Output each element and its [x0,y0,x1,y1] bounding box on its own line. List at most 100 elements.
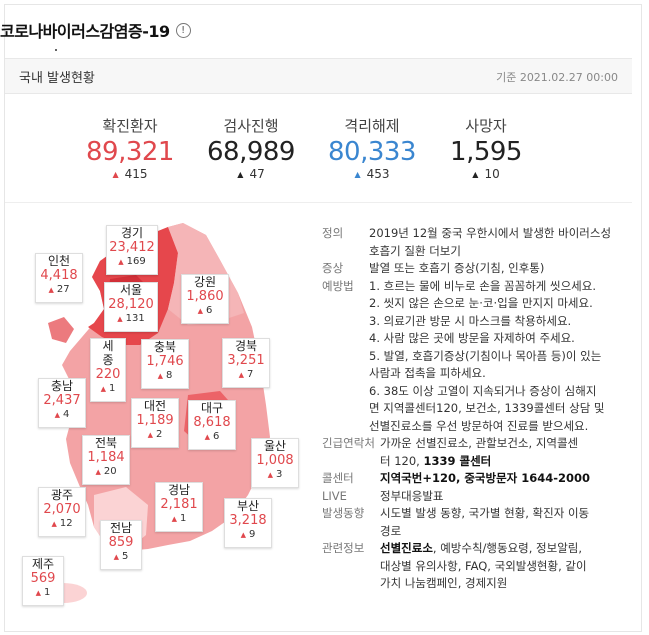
region-delta: ▲ 6 [189,430,235,444]
stat-value: 89,321 [86,137,174,167]
region-delta: ▲ 169 [107,255,157,269]
symptom-row: 증상 발열 또는 호흡기 증상(기침, 인후통) [322,260,628,278]
incheon-island-shape [48,317,74,343]
emergency-text-line[interactable]: 가까운 선별진료소, 관할보건소, 지역콜센 [380,436,579,450]
region-gyeongnam[interactable]: 경남 2,181 ▲ 1 [155,482,203,532]
region-delta-value: 6 [213,431,220,442]
up-triangle-icon: ▲ [238,371,244,379]
related-link[interactable]: 대상별 유의사항, FAQ, 국외발생현황, 같이 [380,558,587,573]
trend-link[interactable]: 시도별 발생 동향, 국가별 현황, 확진자 이동 [380,506,590,520]
prevention-line: 5. 발열, 호흡기증상(기침이나 목아픔 등)이 있는 [369,348,602,363]
related-link[interactable]: 가치 나눔캠페인, 경제지원 [380,576,508,590]
region-name: 전북 [94,436,118,450]
region-delta-value: 169 [126,256,146,267]
region-delta: ▲ 6 [182,304,228,318]
up-triangle-icon: ▲ [35,589,41,597]
callcenter-row: 콜센터 지역국번+120, 중국방문자 1644-2000 [322,470,628,488]
up-triangle-icon: ▲ [267,471,273,479]
region-jeonnam[interactable]: 전남 859 ▲ 5 [100,520,142,570]
related-label: 관련정보 [322,541,365,555]
emergency-label: 긴급연락처 [322,436,375,450]
region-count: 859 [108,535,134,550]
region-ulsan[interactable]: 울산 1,008 ▲ 3 [251,438,299,488]
region-incheon[interactable]: 인천 4,418 ▲ 27 [35,253,83,303]
stat-delta: ▲ 453 [312,167,432,181]
up-triangle-icon: ▲ [171,515,177,523]
region-gyeonggi[interactable]: 경기 23,412 ▲ 169 [106,225,158,275]
up-triangle-icon: ▲ [157,372,163,380]
region-name: 경북 [234,339,258,353]
up-triangle-icon: ▲ [354,170,361,179]
up-triangle-icon: ▲ [118,258,124,266]
region-delta-value: 7 [247,369,254,380]
prevention-line: 4. 사람 많은 곳에 방문을 자제하여 주세요. [369,331,575,345]
region-name: 충북 [153,340,177,354]
region-name: 광주 [50,488,74,502]
related-line: 선별진료소, 예방수칙/행동요령, 정보알림, [380,540,628,558]
up-triangle-icon: ▲ [240,531,246,539]
region-delta: ▲ 1 [156,512,202,526]
region-count: 3,218 [229,513,267,528]
region-gwangju[interactable]: 광주 2,070 ▲ 12 [38,487,86,537]
region-gyeongbuk[interactable]: 경북 3,251 ▲ 7 [222,338,270,388]
section-title: 국내 발생현황 [19,71,95,86]
stat-confirmed[interactable]: 확진환자 89,321 ▲ 415 [70,115,190,181]
region-busan[interactable]: 부산 3,218 ▲ 9 [224,498,272,548]
region-seoul[interactable]: 서울 28,120 ▲ 131 [104,282,158,332]
stat-delta-value: 10 [484,167,500,181]
up-triangle-icon: ▲ [197,307,203,315]
region-name: 세 [102,339,114,353]
stat-testing[interactable]: 검사진행 68,989 ▲ 47 [191,115,311,181]
stat-value: 1,595 [450,137,522,167]
region-name: 경남 [167,483,191,497]
spacer [322,243,369,261]
stat-label: 격리해제 [344,117,400,135]
stat-released[interactable]: 격리해제 80,333 ▲ 453 [312,115,432,181]
region-delta-value: 6 [206,305,213,316]
definition-label: 정의 [322,226,344,240]
stat-value: 68,989 [207,137,295,167]
related-link[interactable]: , 예방수칙/행동요령, 정보알림, [432,541,583,555]
up-triangle-icon: ▲ [54,411,60,419]
stat-label: 검사진행 [223,117,279,135]
emergency-row: 긴급연락처 가까운 선별진료소, 관할보건소, 지역콜센 터 120, 1339… [322,435,628,470]
region-name: 대전 [143,399,167,413]
region-name: 인천 [47,254,71,268]
region-delta-value: 27 [56,284,70,295]
info-icon[interactable]: ! [175,22,191,38]
region-delta: ▲ 4 [39,408,85,422]
region-delta: ▲ 7 [223,368,269,382]
region-delta-value: 4 [63,409,70,420]
region-jeonbuk[interactable]: 전북 1,184 ▲ 20 [82,435,130,485]
page-title[interactable]: 코로나바이러스감염증-19 [0,22,170,41]
region-name: 강원 [193,275,217,289]
region-name: 충남 [50,379,74,393]
region-name: 부산 [236,499,260,513]
up-triangle-icon: ▲ [117,315,123,323]
region-delta-value: 12 [59,518,73,529]
region-delta: ▲ 12 [39,517,85,531]
region-count: 4,418 [40,268,78,283]
region-daegu[interactable]: 대구 8,618 ▲ 6 [188,400,236,450]
region-delta: ▲ 20 [83,465,129,479]
prevention-line: 면 지역콜센터120, 보건소, 1339콜센터 상담 및 [369,401,605,415]
region-name: 경기 [120,226,144,240]
region-gangwon[interactable]: 강원 1,860 ▲ 6 [181,274,229,324]
region-count: 220 [95,367,121,382]
prevention-line: 사람과 접촉을 피하세요. [369,366,486,380]
definition-more-link[interactable]: 더보기 [429,243,461,258]
trend-link[interactable]: 경로 [380,523,402,538]
divider [5,202,632,203]
region-chungbuk[interactable]: 충북 1,746 ▲ 8 [141,339,189,389]
region-daejeon[interactable]: 대전 1,189 ▲ 2 [131,398,179,448]
stat-deaths[interactable]: 사망자 1,595 ▲ 10 [426,115,546,181]
region-jeju[interactable]: 제주 569 ▲ 1 [22,556,64,606]
live-link[interactable]: 정부대응발표 [380,488,444,503]
trend-label: 발생동향 [322,506,365,520]
up-triangle-icon: ▲ [237,170,244,179]
region-sejong[interactable]: 세 종 220 ▲ 1 [90,338,126,402]
region-name: 종 [102,353,114,367]
screening-clinic-link[interactable]: 선별진료소 [380,541,433,555]
region-chungnam[interactable]: 충남 2,437 ▲ 4 [38,378,86,428]
symptom-text: 발열 또는 호흡기 증상(기침, 인후통) [369,261,545,275]
